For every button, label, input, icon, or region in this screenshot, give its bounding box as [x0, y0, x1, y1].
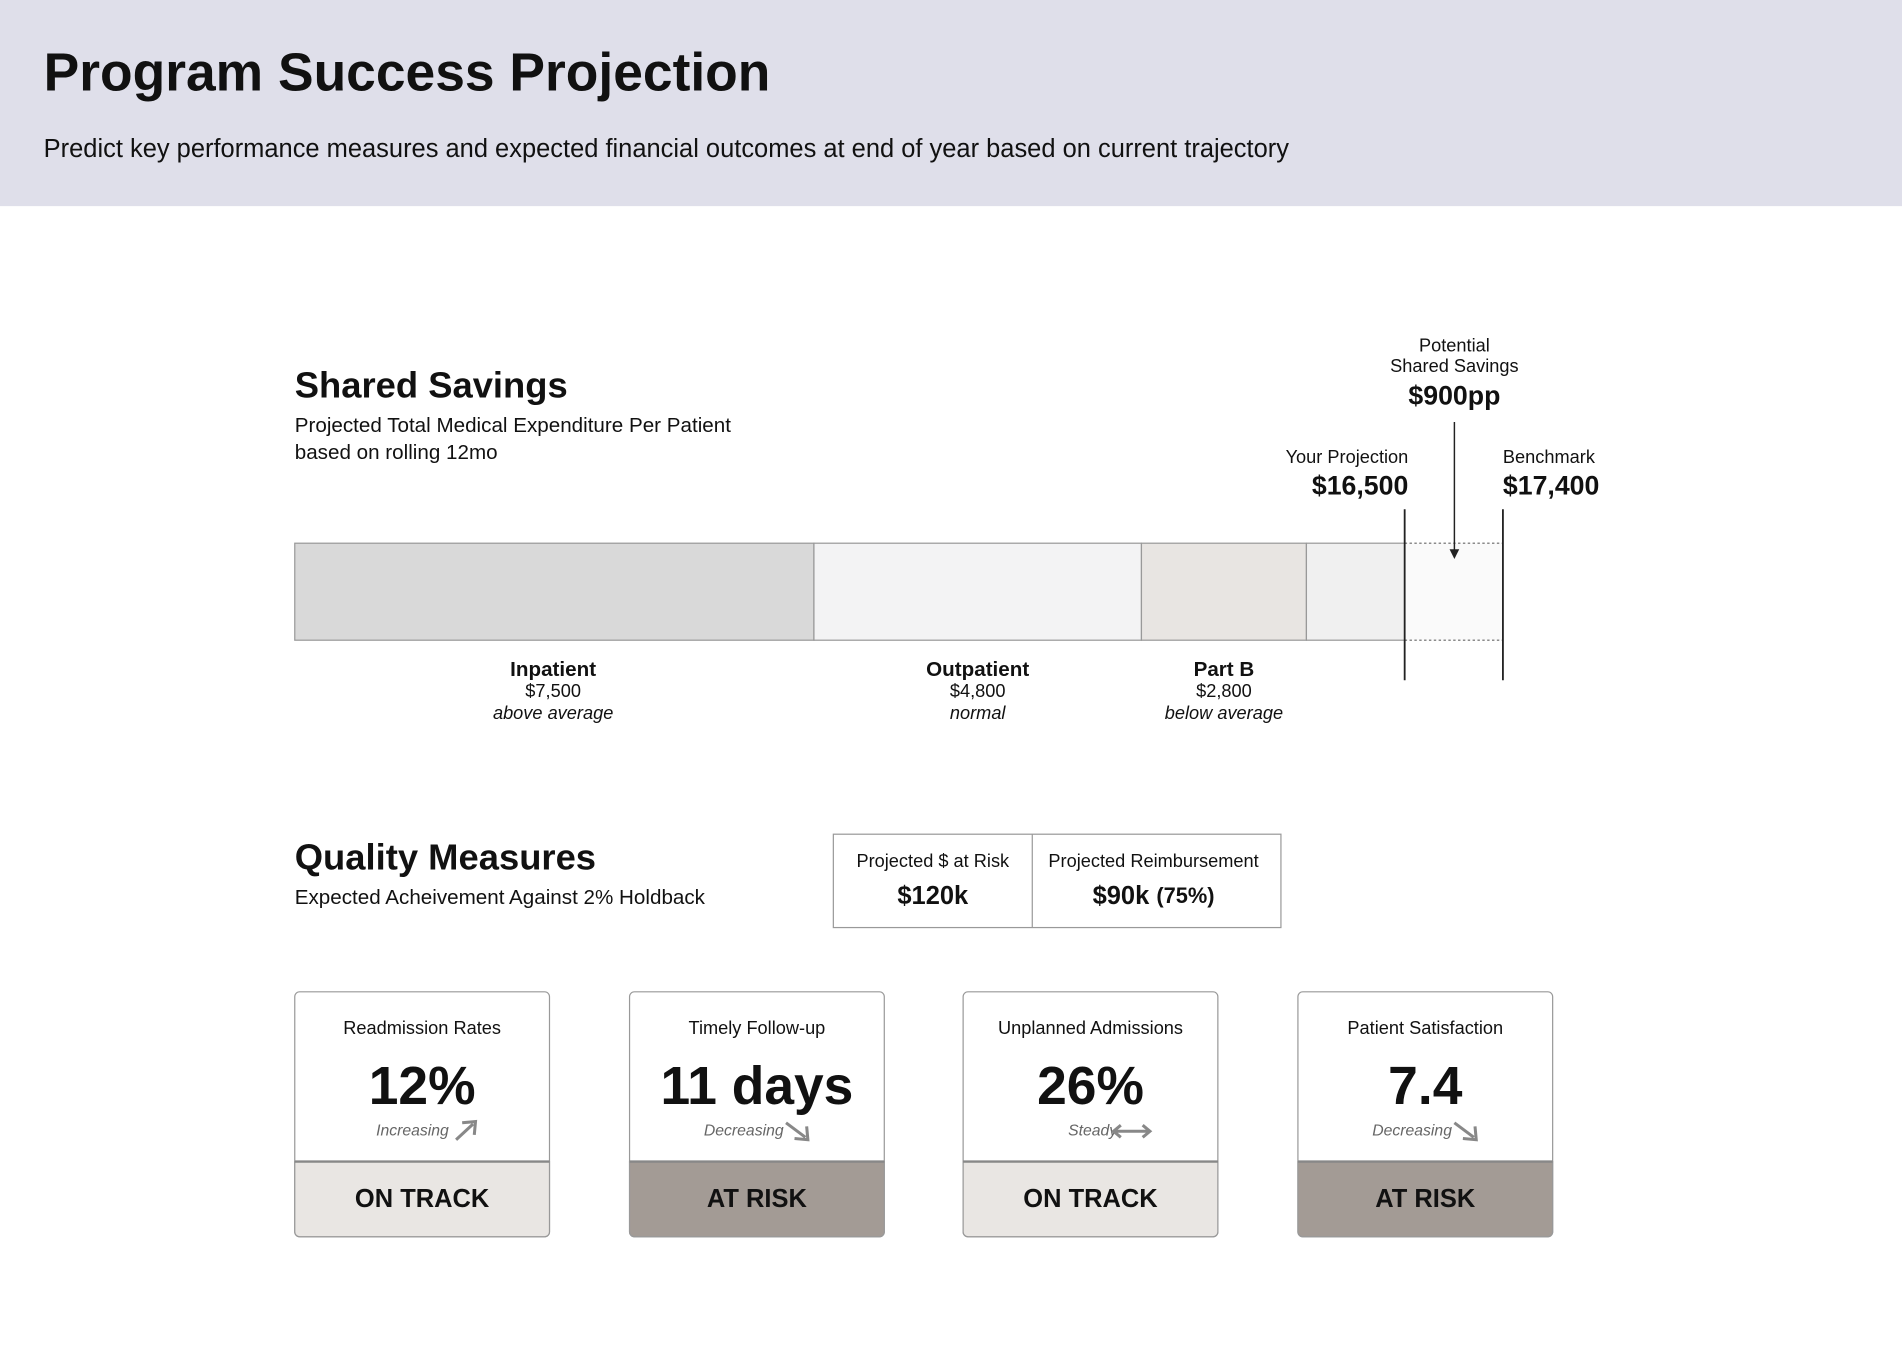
section-subtitle: based on rolling 12mo [295, 441, 498, 464]
card-status: AT RISK [1375, 1185, 1476, 1213]
card-trend: Decreasing [704, 1122, 784, 1139]
bar-segment [1140, 542, 1308, 641]
potential-label: Potential [1419, 336, 1490, 356]
card-value: 12% [369, 1057, 476, 1116]
summary-detail: (75%) [1156, 883, 1214, 908]
segment-note: normal [950, 703, 1007, 723]
card-value: 26% [1037, 1057, 1144, 1116]
summary-box [832, 833, 1282, 929]
card-status: AT RISK [707, 1185, 808, 1213]
projection-label: Your Projection [1286, 447, 1409, 467]
section-subtitle: Expected Acheivement Against 2% Holdback [295, 886, 706, 909]
card-label: Timely Follow-up [689, 1018, 826, 1038]
benchmark-label: Benchmark [1503, 447, 1596, 467]
card-trend: Steady [1068, 1122, 1118, 1139]
section-title: Shared Savings [295, 365, 568, 406]
card-value: 7.4 [1388, 1057, 1463, 1116]
status-band [1297, 1160, 1554, 1238]
potential-label: Shared Savings [1390, 356, 1518, 376]
potential-value: $900pp [1408, 381, 1500, 411]
card-trend: Increasing [376, 1122, 449, 1139]
page-title: Program Success Projection [44, 43, 771, 102]
segment-name: Outpatient [926, 658, 1029, 681]
trend-arrow [785, 1121, 810, 1142]
summary-label: Projected $ at Risk [856, 851, 1010, 871]
segment-value: $7,500 [525, 681, 581, 701]
quality-measures: Quality Measures Expected Acheivement Ag… [295, 833, 1282, 929]
trend-arrow [1453, 1121, 1478, 1142]
section-title: Quality Measures [295, 836, 596, 877]
bar-segment [813, 542, 1143, 641]
card-label: Unplanned Admissions [998, 1018, 1183, 1038]
projection-value: $16,500 [1312, 470, 1408, 500]
summary-value: $90k (75%) [1093, 882, 1215, 910]
summary-value: $90k [1093, 882, 1150, 910]
segment-name: Part B [1194, 658, 1255, 681]
segment-value: $4,800 [950, 681, 1006, 701]
shared-savings: Shared Savings Projected Total Medical E… [294, 336, 1599, 723]
bar-segment [1305, 542, 1406, 641]
bar-segment [294, 542, 815, 641]
arrow-head [1449, 549, 1460, 559]
status-band [962, 1160, 1219, 1238]
segment-note: above average [493, 703, 613, 723]
summary-value: $120k [897, 882, 969, 910]
section-subtitle: Projected Total Medical Expenditure Per … [295, 414, 731, 437]
summary-label: Projected Reimbursement [1048, 851, 1258, 871]
segment-value: $2,800 [1196, 681, 1252, 701]
card-value: 11 days [660, 1057, 853, 1116]
page-subtitle: Predict key performance measures and exp… [44, 135, 1290, 163]
status-band [294, 1160, 551, 1238]
card-trend: Decreasing [1372, 1122, 1452, 1139]
trend-arrow [455, 1119, 478, 1141]
card-label: Readmission Rates [343, 1018, 501, 1038]
card-status: ON TRACK [1023, 1185, 1158, 1213]
status-band [628, 1160, 885, 1238]
trend-arrow [1111, 1124, 1153, 1139]
header-band [0, 0, 1902, 207]
card-label: Patient Satisfaction [1347, 1018, 1503, 1038]
segment-name: Inpatient [510, 658, 596, 681]
cards: Readmission Rates 12% Increasing ON TRACK Ti… [294, 991, 1554, 1238]
segment-note: below average [1165, 703, 1283, 723]
savings-gap [1404, 543, 1503, 641]
card-status: ON TRACK [355, 1185, 490, 1213]
benchmark-value: $17,400 [1503, 470, 1599, 500]
